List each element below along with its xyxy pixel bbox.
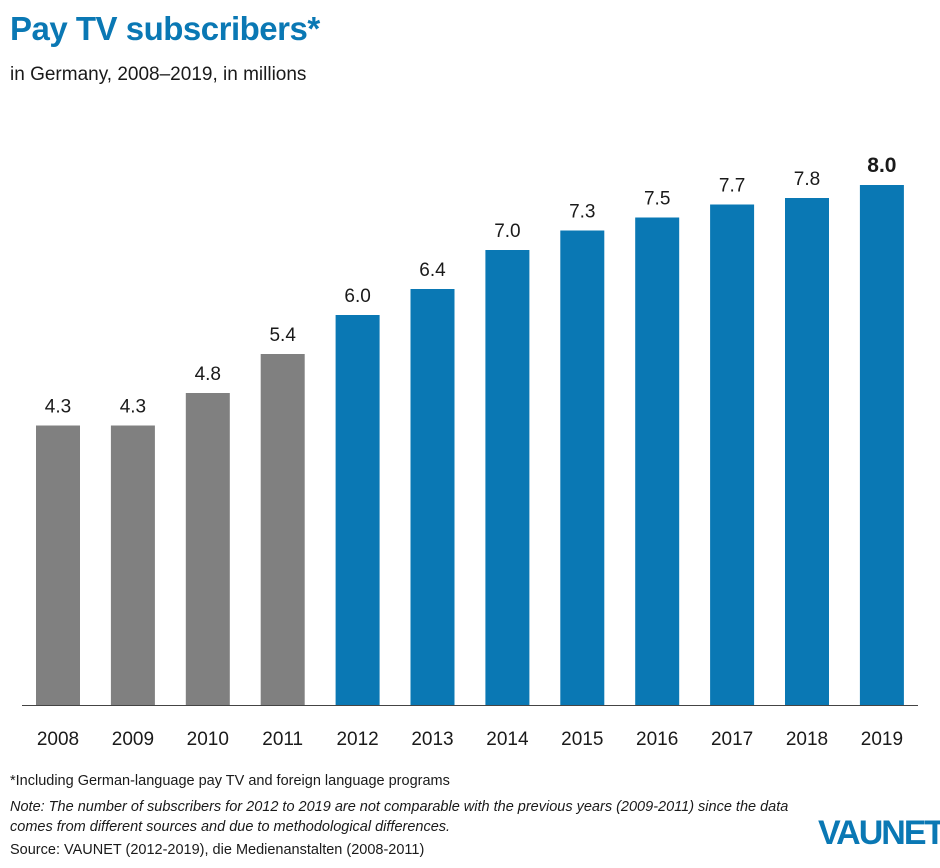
x-tick-label-2008: 2008 [37, 729, 79, 750]
source-text: Source: VAUNET (2012-2019), die Medienan… [10, 842, 425, 858]
x-tick-label-2018: 2018 [786, 729, 828, 750]
bar-2015 [560, 230, 605, 705]
value-label-2009: 4.3 [120, 397, 146, 418]
x-tick-label-2015: 2015 [561, 729, 603, 750]
x-tick-label-2013: 2013 [411, 729, 453, 750]
x-tick-label-2011: 2011 [262, 729, 303, 750]
value-label-2019: 8.0 [867, 154, 896, 177]
bar-2019 [859, 185, 904, 705]
bar-2009 [110, 425, 155, 705]
value-label-2015: 7.3 [569, 202, 595, 223]
value-label-2008: 4.3 [45, 397, 71, 418]
value-label-2016: 7.5 [644, 189, 670, 210]
x-tick-label-2010: 2010 [187, 729, 229, 750]
x-tick-label-2017: 2017 [711, 729, 753, 750]
bar-2011 [260, 354, 305, 705]
bar-2010 [185, 393, 230, 705]
footnote: *Including German-language pay TV and fo… [10, 773, 450, 789]
value-label-2010: 4.8 [195, 364, 221, 385]
value-label-2011: 5.4 [269, 325, 296, 346]
x-tick-label-2009: 2009 [112, 729, 154, 750]
bar-2014 [485, 250, 530, 705]
value-label-2013: 6.4 [419, 260, 446, 281]
bar-2013 [410, 289, 455, 705]
x-tick-label-2014: 2014 [486, 729, 529, 750]
vaunet-logo: VAUNET [818, 814, 940, 852]
value-label-2014: 7.0 [494, 221, 520, 242]
chart-subtitle: in Germany, 2008–2019, in millions [10, 64, 307, 85]
chart-title: Pay TV subscribers* [10, 10, 320, 47]
value-label-2018: 7.8 [794, 169, 820, 190]
bar-2012 [335, 315, 380, 705]
x-tick-label-2019: 2019 [861, 729, 903, 750]
bar-chart: 4.3 2008 4.3 2009 4.8 2010 5.4 2011 6.0 2012 6.4 20… [22, 154, 918, 750]
x-tick-label-2012: 2012 [336, 729, 378, 750]
x-tick-label-2016: 2016 [636, 729, 678, 750]
bar-2008 [36, 425, 80, 705]
value-label-2017: 7.7 [719, 176, 745, 197]
bar-2018 [785, 198, 829, 705]
methodology-note: Note: The number of subscribers for 2012… [10, 799, 789, 835]
bar-2016 [635, 217, 680, 705]
bar-2017 [710, 204, 755, 705]
value-label-2012: 6.0 [344, 286, 370, 307]
